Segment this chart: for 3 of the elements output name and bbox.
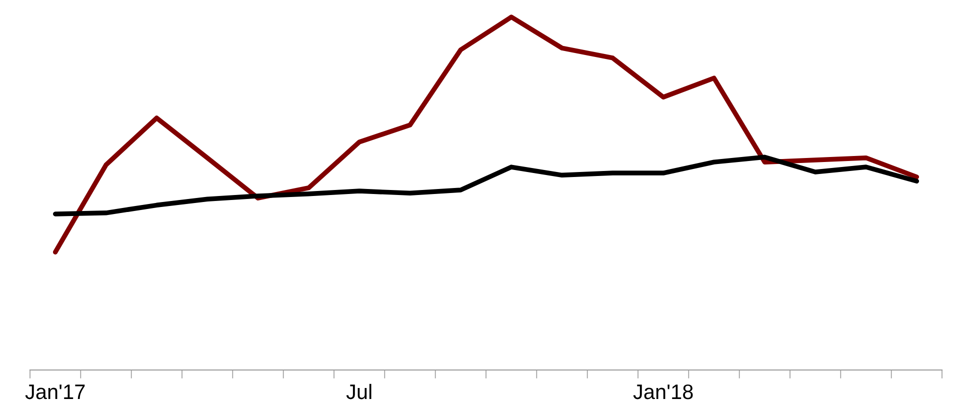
x-tick-label: Jul xyxy=(346,384,372,400)
x-tick-label: Jan'18 xyxy=(633,384,693,400)
x-tick-label: Jan'17 xyxy=(25,384,85,400)
